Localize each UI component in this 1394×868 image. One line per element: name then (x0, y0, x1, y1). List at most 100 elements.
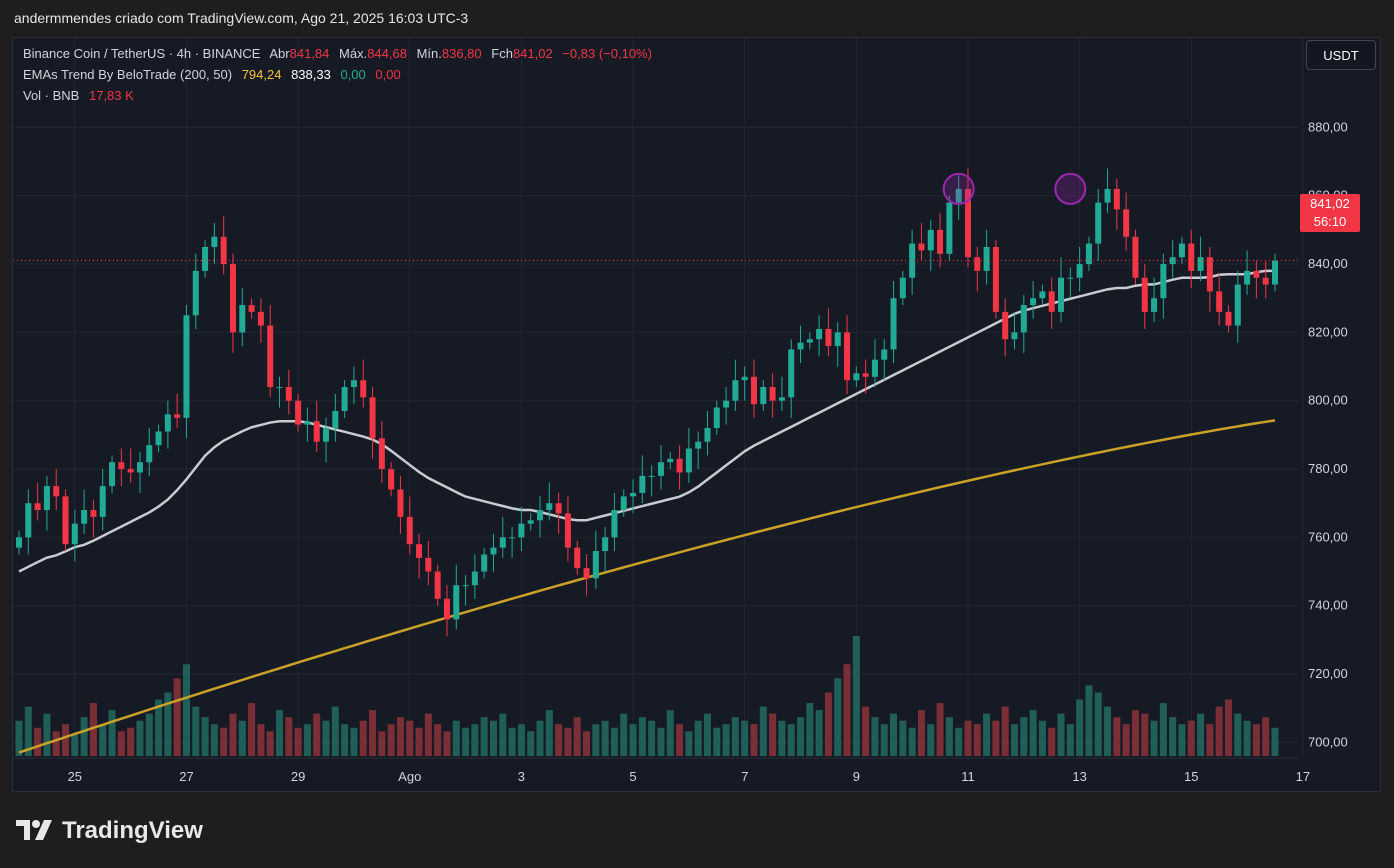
volume-bar (1253, 724, 1260, 756)
volume-bar (388, 724, 395, 756)
symbol-name[interactable]: Binance Coin / TetherUS · 4h · BINANCE (23, 46, 260, 61)
y-tick-label: 840,00 (1308, 256, 1348, 271)
candle-body (453, 585, 459, 619)
volume-legend: Vol · BNB 17,83 K (23, 88, 140, 103)
volume-bar (248, 703, 255, 756)
volume-bar (611, 728, 618, 756)
candle-body (379, 438, 385, 469)
volume-bar (99, 724, 106, 756)
y-tick-label: 740,00 (1308, 598, 1348, 613)
volume-bar (1178, 724, 1185, 756)
volume-bar (369, 710, 376, 756)
candle-body (267, 326, 273, 387)
candle-body (537, 510, 543, 520)
candle-body (295, 401, 301, 425)
candle-body (444, 599, 450, 619)
candle-body (1049, 291, 1055, 311)
candle-body (1067, 278, 1073, 279)
volume-bar (490, 721, 497, 756)
volume-bar (667, 710, 674, 756)
candle-body (686, 449, 692, 473)
volume-bar (871, 717, 878, 756)
volume-bar (183, 664, 190, 756)
volume-bar (1095, 692, 1102, 756)
candle-body (481, 554, 487, 571)
volume-bar (1160, 703, 1167, 756)
volume-bar (257, 724, 264, 756)
volume-bar (1262, 717, 1269, 756)
volume-bar (769, 714, 776, 756)
volume-bar (676, 724, 683, 756)
volume-bar (1216, 707, 1223, 756)
candle-body (881, 349, 887, 359)
volume-bar (1206, 724, 1213, 756)
candle-body (1039, 291, 1045, 298)
volume-bar (425, 714, 432, 756)
candle-body (1225, 312, 1231, 326)
candle-body (909, 244, 915, 278)
volume-bar (1123, 724, 1130, 756)
candle-body (621, 496, 627, 510)
candle-body (1253, 271, 1259, 278)
volume-bar (192, 707, 199, 756)
x-tick-label: 11 (961, 769, 975, 784)
candle-body (658, 462, 664, 476)
volume-bar (816, 710, 823, 756)
ema50-line (19, 271, 1275, 572)
candle-body (72, 524, 78, 544)
volume-bar (313, 714, 320, 756)
tradingview-logo[interactable]: TradingView (16, 817, 203, 845)
volume-label[interactable]: Vol · BNB (23, 88, 79, 103)
candle-body (835, 332, 841, 346)
volume-bar (81, 717, 88, 756)
candle-body (16, 537, 22, 547)
volume-bar (909, 728, 916, 756)
volume-bar (760, 707, 767, 756)
candle-body (156, 431, 162, 445)
candlestick-chart[interactable]: 880,00860,00840,00820,00800,00780,00760,… (13, 38, 1382, 793)
ema-value-3: 0,00 (340, 67, 365, 82)
x-tick-label: 9 (853, 769, 860, 784)
candle-body (844, 332, 850, 380)
candle-body (128, 469, 134, 472)
volume-bar (1169, 717, 1176, 756)
x-tick-label: 27 (179, 769, 193, 784)
candle-body (574, 548, 580, 568)
x-tick-label: 13 (1072, 769, 1086, 784)
x-tick-label: 15 (1184, 769, 1198, 784)
volume-bar (825, 692, 832, 756)
candle-body (556, 503, 562, 513)
candle-body (1086, 244, 1092, 264)
volume-bar (713, 728, 720, 756)
volume-bar (602, 721, 609, 756)
volume-bar (481, 717, 488, 756)
volume-bar (43, 714, 50, 756)
candle-body (323, 428, 329, 442)
candle-body (193, 271, 199, 315)
y-tick-label: 720,00 (1308, 666, 1348, 681)
ema-indicator-name[interactable]: EMAs Trend By BeloTrade (200, 50) (23, 67, 232, 82)
candle-body (1160, 264, 1166, 298)
volume-bar (1188, 721, 1195, 756)
y-tick-label: 760,00 (1308, 529, 1348, 544)
volume-bar (127, 728, 134, 756)
candle-body (221, 237, 227, 264)
highlight-circle-marker (1055, 174, 1085, 204)
candle-body (1142, 278, 1148, 312)
x-tick-label: 3 (518, 769, 525, 784)
currency-button[interactable]: USDT (1306, 40, 1376, 70)
volume-bar (527, 731, 534, 756)
candle-body (639, 476, 645, 493)
candle-body (714, 408, 720, 428)
candle-body (342, 387, 348, 411)
volume-bar (537, 721, 544, 756)
candle-body (584, 568, 590, 578)
chart-panel[interactable]: 880,00860,00840,00820,00800,00780,00760,… (12, 37, 1381, 792)
candle-body (918, 244, 924, 251)
volume-bar (1039, 721, 1046, 756)
volume-value: 17,83 K (89, 88, 134, 103)
volume-bar (1151, 721, 1158, 756)
candle-body (332, 411, 338, 428)
candle-body (593, 551, 599, 578)
volume-bar (323, 721, 330, 756)
